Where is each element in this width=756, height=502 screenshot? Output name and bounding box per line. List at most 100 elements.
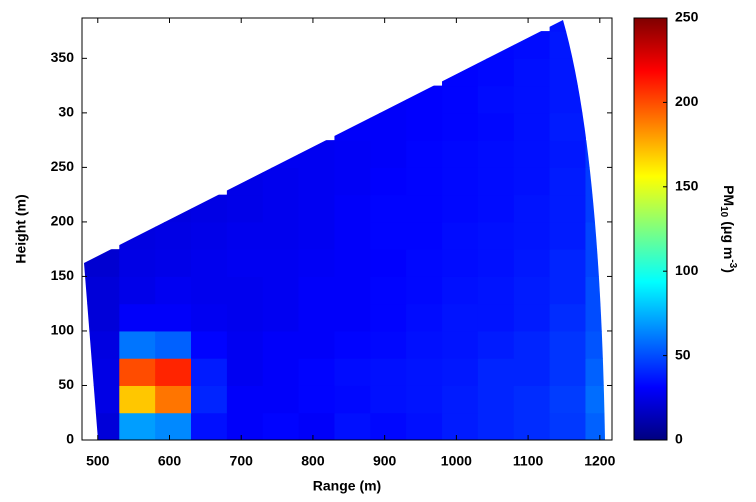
- heatmap-cell: [298, 249, 335, 277]
- heatmap-cell: [84, 330, 120, 359]
- heatmap-cell: [84, 303, 120, 332]
- colorbar-tick-label: 250: [675, 9, 699, 25]
- heatmap-cell: [513, 385, 551, 414]
- colorbar-label-close: ): [721, 268, 737, 273]
- x-tick-label: 800: [301, 453, 325, 469]
- heatmap-cell: [334, 358, 371, 386]
- heatmap-cell: [370, 412, 407, 440]
- heatmap-cell: [298, 140, 335, 168]
- x-tick-label: 1100: [513, 453, 544, 469]
- heatmap-cell: [513, 194, 551, 223]
- heatmap-cell: [191, 249, 228, 277]
- heatmap-cell: [513, 112, 551, 141]
- heatmap-cell: [585, 385, 605, 414]
- heatmap-cell: [370, 385, 407, 414]
- heatmap-cell: [262, 303, 300, 332]
- heatmap-cell: [191, 276, 228, 305]
- heatmap-cell: [477, 385, 515, 414]
- heatmap-cell: [226, 303, 264, 332]
- heatmap-cell: [155, 412, 192, 440]
- heatmap-cell: [334, 385, 371, 414]
- y-tick-label: 250: [51, 158, 75, 174]
- heatmap-cell: [406, 412, 443, 440]
- heatmap-cell: [442, 249, 479, 277]
- heatmap-cell: [513, 358, 551, 386]
- heatmap-cell: [370, 249, 407, 277]
- heatmap-cell: [549, 167, 586, 196]
- heatmap-cell: [155, 330, 192, 359]
- heatmap-cell: [334, 303, 371, 332]
- heatmap-cell: [191, 330, 228, 359]
- heatmap-cell: [477, 330, 515, 359]
- x-axis-label: Range (m): [313, 478, 381, 494]
- heatmap-cell: [585, 167, 605, 196]
- heatmap-cell: [84, 412, 120, 440]
- heatmap-cell: [513, 221, 551, 250]
- heatmap-cell: [477, 358, 515, 386]
- heatmap-cell: [191, 194, 228, 223]
- colorbar-tick-label: 150: [675, 178, 699, 194]
- heatmap-cell: [155, 358, 192, 386]
- x-tick-label: 600: [158, 453, 182, 469]
- heatmap-cell: [84, 358, 120, 386]
- y-tick-label: 150: [51, 267, 75, 283]
- heatmap-cell: [334, 412, 371, 440]
- y-axis-label: Height (m): [13, 194, 29, 263]
- heatmap-cell: [262, 140, 300, 168]
- heatmap-cell: [370, 194, 407, 223]
- heatmap-cell: [370, 358, 407, 386]
- heatmap-cell: [155, 249, 192, 277]
- heatmap-cell: [442, 194, 479, 223]
- heatmap-cell: [298, 303, 335, 332]
- heatmap-cell: [406, 385, 443, 414]
- heatmap-cell: [226, 276, 264, 305]
- heatmap-cell: [549, 249, 586, 277]
- heatmap-cell: [406, 221, 443, 250]
- heatmap-cell: [334, 330, 371, 359]
- heatmap-cell: [155, 221, 192, 250]
- y-tick-label: 0: [66, 431, 74, 447]
- heatmap-cell: [442, 112, 479, 141]
- heatmap-cell: [370, 85, 407, 114]
- heatmap-cell: [226, 221, 264, 250]
- heatmap-cell: [442, 358, 479, 386]
- heatmap-cell: [370, 167, 407, 196]
- heatmap-cell: [191, 221, 228, 250]
- heatmap-cell: [370, 221, 407, 250]
- colorbar-label-sup: -3: [727, 259, 738, 268]
- heatmap-cell: [442, 385, 479, 414]
- heatmap-cell: [298, 412, 335, 440]
- heatmap-cell: [549, 303, 586, 332]
- heatmap-cell: [262, 249, 300, 277]
- heatmap-cell: [513, 249, 551, 277]
- heatmap-cell: [119, 385, 156, 414]
- colorbar-label-unit: (μg m: [721, 221, 737, 259]
- heatmap-cell: [298, 221, 335, 250]
- heatmap-cell: [477, 58, 515, 87]
- heatmap-cell: [477, 85, 515, 114]
- heatmap-cell: [84, 385, 120, 414]
- heatmap-cell: [513, 58, 551, 87]
- heatmap-cell: [442, 167, 479, 196]
- heatmap-cell: [155, 385, 192, 414]
- heatmap-cell: [585, 140, 605, 168]
- heatmap-cell: [334, 249, 371, 277]
- heatmap-cell: [549, 276, 586, 305]
- heatmap-cell: [477, 412, 515, 440]
- heatmap-cell: [549, 194, 586, 223]
- heatmap-cell: [549, 385, 586, 414]
- heatmap-cell: [298, 167, 335, 196]
- heatmap-cell: [406, 85, 443, 114]
- heatmap-cell: [442, 330, 479, 359]
- heatmap-cell: [226, 249, 264, 277]
- heatmap-cell: [513, 303, 551, 332]
- heatmap-cell: [442, 276, 479, 305]
- heatmap-cell: [585, 194, 605, 223]
- y-tick-label: 100: [51, 322, 75, 338]
- heatmap-cell: [119, 249, 156, 277]
- heatmap-cell: [370, 303, 407, 332]
- y-tick-label: 200: [51, 213, 75, 229]
- heatmap-cell: [262, 194, 300, 223]
- heatmap-cell: [370, 276, 407, 305]
- heatmap-cell: [513, 412, 551, 440]
